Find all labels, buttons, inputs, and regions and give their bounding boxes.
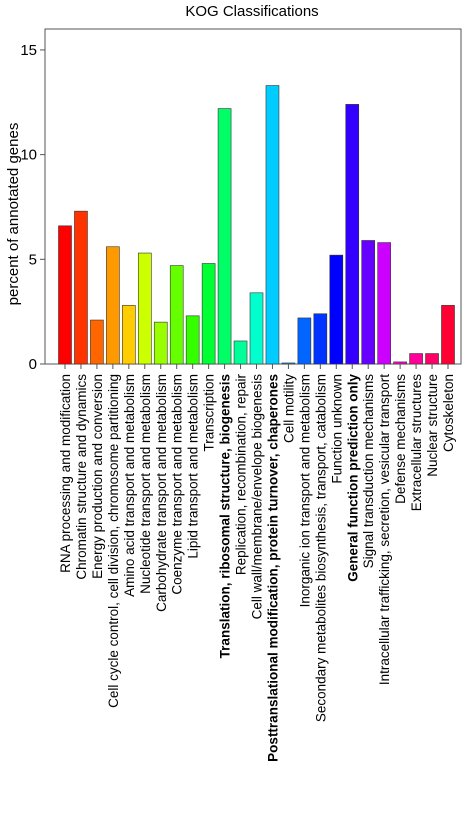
x-category-label: Transcription (202, 374, 217, 452)
x-category-label: RNA processing and modification (58, 374, 73, 573)
bar (265, 85, 280, 365)
bar (377, 242, 391, 365)
bar (74, 210, 88, 365)
x-category-label: Lipid transport and metabolism (186, 374, 201, 559)
bar (169, 265, 184, 365)
x-category-label: Secondary metabolites biosynthesis, tran… (313, 374, 328, 722)
bar (137, 252, 152, 365)
x-category-label: Carbohydrate transport and metabolism (154, 374, 169, 612)
x-category-label: Signal transduction mechanisms (361, 374, 376, 569)
bar (441, 305, 455, 365)
bar (409, 353, 423, 365)
x-category-label: Translation, ribosomal structure, biogen… (218, 374, 233, 658)
x-category-label: Chromatin structure and dynamics (74, 374, 89, 580)
bar (106, 246, 120, 365)
x-category-label: Extracellular structures (409, 374, 424, 512)
x-category-label: General function prediction only (345, 374, 360, 582)
y-tick-label: 15 (20, 42, 37, 59)
bar-series (58, 85, 455, 365)
x-category-label: Cell motility (281, 374, 296, 443)
bar (58, 225, 72, 365)
y-tick-label: 0 (29, 356, 37, 373)
bar (217, 108, 232, 365)
bar (281, 362, 296, 365)
bar (233, 340, 248, 365)
x-category-label: Nucleotide transport and metabolism (138, 374, 153, 594)
bar (329, 254, 344, 365)
bar (201, 263, 216, 365)
y-tick-label: 5 (29, 251, 37, 268)
bar (185, 315, 200, 365)
x-category-label: Cell cycle control, cell division, chrom… (106, 374, 121, 708)
bar (90, 319, 104, 365)
x-category-label: Intracellular trafficking, secretion, ve… (377, 374, 392, 685)
bar (425, 353, 439, 365)
bar (345, 104, 360, 365)
bar (393, 361, 407, 365)
x-category-label: Inorganic ion transport and metabolism (297, 374, 312, 607)
x-category-label: Posttranslational modification, protein … (265, 374, 280, 762)
y-axis: 0 5 10 15 (20, 42, 45, 373)
x-category-label: Nuclear structure (425, 374, 440, 477)
bar (249, 292, 264, 365)
bar (313, 313, 328, 365)
y-axis-label: percent of annotated genes (5, 123, 22, 306)
x-category-label: Cell wall/membrane/envelope biogenesis (250, 374, 265, 620)
y-tick-label: 10 (20, 147, 37, 164)
bar (122, 305, 136, 365)
x-category-label: Function unknown (329, 374, 344, 484)
bar (297, 317, 312, 365)
x-category-label: Energy production and conversion (90, 374, 105, 579)
x-category-label: Defense mechanisms (393, 374, 408, 504)
chart-title: KOG Classifications (185, 3, 318, 20)
x-category-label: Cytoskeleton (441, 374, 456, 452)
x-category-label: Replication, recombination, repair (234, 374, 249, 576)
bar (361, 240, 376, 365)
x-axis-category-labels: RNA processing and modification Chromatin… (58, 364, 456, 762)
x-category-label: Amino acid transport and metabolism (122, 374, 137, 597)
x-category-label: Coenzyme transport and metabolism (170, 374, 185, 595)
bar (153, 321, 168, 365)
